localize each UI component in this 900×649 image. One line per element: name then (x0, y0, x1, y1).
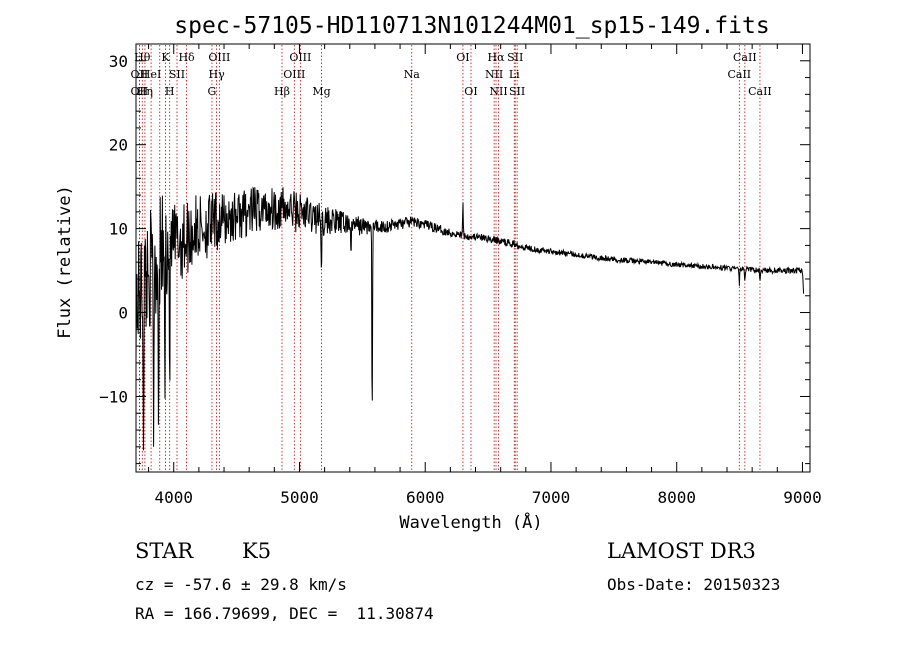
line-label: CaII (748, 85, 772, 98)
x-tick-label: 7000 (532, 488, 571, 507)
line-label: Hα (487, 51, 505, 64)
line-label: OIII (289, 51, 311, 64)
line-label: H (165, 85, 175, 98)
line-label: Hδ (178, 51, 195, 64)
line-label: OIII (283, 68, 305, 81)
y-axis-ticks: −10 0 10 20 30 (99, 43, 810, 465)
coordinates: RA = 166.79699, DEC = 11.30874 (135, 604, 434, 623)
line-label: OIII (208, 51, 230, 64)
x-tick-label: 5000 (280, 488, 319, 507)
x-tick-label: 9000 (783, 488, 822, 507)
line-label: Mg (312, 85, 330, 98)
plot-frame (135, 43, 811, 473)
x-axis-label: Wavelength (Å) (399, 511, 542, 533)
emission-line-markers (138, 45, 761, 471)
chart-title: spec-57105-HD110713N101244M01_sp15-149.f… (174, 13, 769, 39)
survey-name: LAMOST DR3 (607, 539, 756, 563)
y-tick-label: 30 (109, 52, 128, 71)
line-label: Li (509, 68, 520, 81)
line-label: Hη (137, 85, 153, 98)
y-tick-label: −10 (99, 387, 128, 406)
object-class: STAR (135, 539, 194, 563)
x-tick-label: 4000 (154, 488, 193, 507)
line-label: SII (507, 51, 523, 64)
line-label: OII (131, 68, 149, 81)
x-tick-label: 8000 (657, 488, 696, 507)
redshift-readout: cz = -57.6 ± 29.8 km/s (135, 575, 347, 594)
line-label: NII (489, 85, 507, 98)
x-tick-label: 6000 (406, 488, 445, 507)
line-label: CaII (727, 68, 751, 81)
line-label: SII (169, 68, 185, 81)
line-label: Na (404, 68, 421, 81)
line-label: Hθ (134, 51, 151, 64)
obs-date: Obs-Date: 20150323 (607, 575, 781, 594)
line-label: K (161, 51, 170, 64)
spectrum-line (135, 186, 805, 451)
y-axis-label: Flux (relative) (55, 185, 75, 339)
line-label: HeI (141, 68, 161, 81)
y-tick-label: 20 (109, 136, 128, 155)
line-label: SII (509, 85, 525, 98)
line-label: Hβ (274, 85, 290, 98)
line-label: OII (131, 85, 149, 98)
line-label: Hγ (209, 68, 226, 81)
line-label: CaII (733, 51, 757, 64)
line-label: G (208, 85, 217, 98)
line-label: OI (456, 51, 469, 64)
x-axis-ticks: 4000 5000 6000 7000 8000 9000 (148, 44, 822, 507)
y-tick-label: 10 (109, 220, 128, 239)
y-tick-label: 0 (118, 304, 128, 323)
line-label: OI (464, 85, 477, 98)
spectral-subclass: K5 (242, 539, 272, 563)
line-label: NII (485, 68, 503, 81)
